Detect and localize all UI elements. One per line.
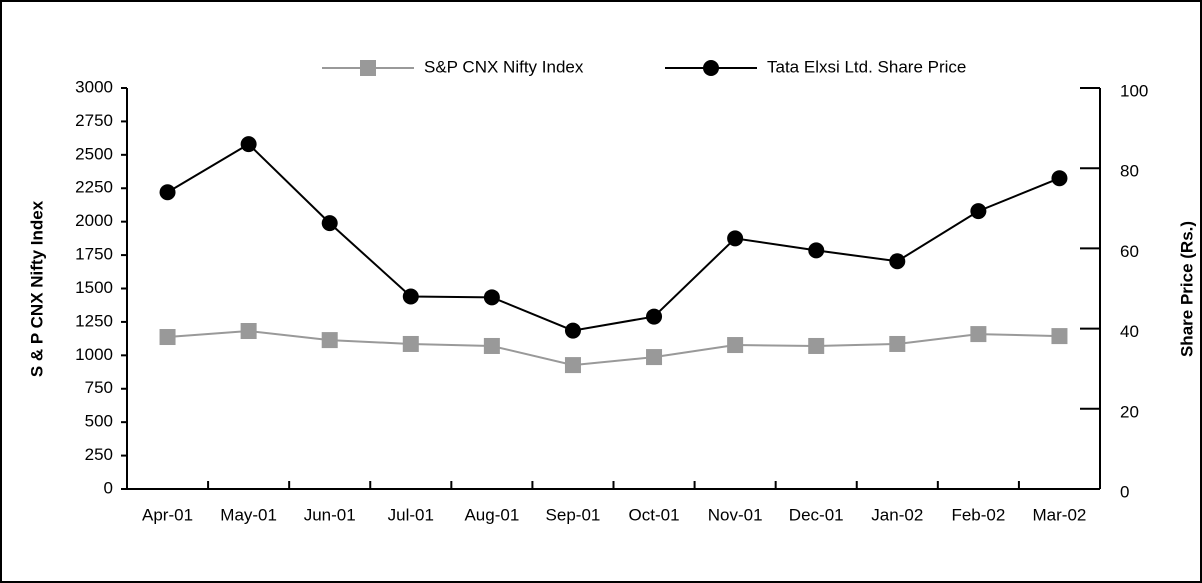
- marker: [808, 242, 825, 259]
- marker: [970, 203, 987, 220]
- marker: [321, 332, 338, 349]
- x-tick-label: Feb-02: [951, 505, 1005, 524]
- marker: [159, 329, 176, 346]
- x-tick-label: May-01: [220, 505, 277, 524]
- y-tick-label: 500: [85, 412, 113, 431]
- x-tick-label: Mar-02: [1033, 505, 1087, 524]
- marker: [159, 184, 176, 201]
- marker: [727, 337, 744, 354]
- marker: [402, 288, 419, 305]
- y2-axis-label: Share Price (Rs.): [1177, 221, 1196, 357]
- marker: [889, 335, 906, 352]
- x-tick-label: Aug-01: [464, 505, 519, 524]
- y-tick-label: 750: [85, 378, 113, 397]
- y-tick-label: 1500: [75, 278, 113, 297]
- marker: [808, 337, 825, 354]
- legend-label: S&P CNX Nifty Index: [424, 57, 584, 76]
- marker: [970, 326, 987, 343]
- x-tick-label: Apr-01: [142, 505, 193, 524]
- y2-tick-label: 60: [1120, 242, 1139, 261]
- y2-tick-label: 100: [1120, 81, 1148, 100]
- series-line: [167, 142, 1060, 332]
- y-tick-label: 250: [85, 445, 113, 464]
- x-tick-label: Dec-01: [789, 505, 844, 524]
- y2-tick-label: 80: [1120, 162, 1139, 181]
- y2-tick-label: 0: [1120, 482, 1129, 501]
- legend-marker: [703, 60, 719, 76]
- y-tick-label: 1000: [75, 345, 113, 364]
- y-tick-label: 0: [104, 478, 113, 497]
- y-tick-label: 3000: [75, 77, 113, 96]
- marker: [564, 357, 581, 374]
- marker: [483, 289, 500, 306]
- marker: [1051, 170, 1068, 187]
- marker: [646, 308, 663, 325]
- x-tick-label: Oct-01: [629, 505, 680, 524]
- marker: [727, 230, 744, 247]
- legend-label: Tata Elxsi Ltd. Share Price: [767, 57, 966, 76]
- x-tick-label: Jul-01: [388, 505, 434, 524]
- marker: [1051, 328, 1068, 345]
- marker: [402, 335, 419, 352]
- marker: [240, 323, 257, 340]
- y2-tick-label: 40: [1120, 322, 1139, 341]
- y-tick-label: 2000: [75, 211, 113, 230]
- marker: [889, 253, 906, 270]
- x-tick-label: Sep-01: [546, 505, 601, 524]
- marker: [564, 322, 581, 339]
- marker: [483, 337, 500, 354]
- y-axis-label: S & P CNX Nifty Index: [27, 200, 46, 377]
- marker: [646, 349, 663, 366]
- y-tick-label: 1750: [75, 245, 113, 264]
- y-tick-label: 2500: [75, 144, 113, 163]
- x-tick-label: Jan-02: [871, 505, 923, 524]
- x-tick-label: Jun-01: [304, 505, 356, 524]
- series-line: [167, 330, 1060, 367]
- x-tick-label: Nov-01: [708, 505, 763, 524]
- marker: [321, 215, 338, 232]
- y-tick-label: 2750: [75, 111, 113, 130]
- y-tick-label: 2250: [75, 178, 113, 197]
- legend-marker: [360, 60, 376, 76]
- y-tick-label: 1250: [75, 311, 113, 330]
- y2-tick-label: 20: [1120, 402, 1139, 421]
- marker: [240, 136, 257, 153]
